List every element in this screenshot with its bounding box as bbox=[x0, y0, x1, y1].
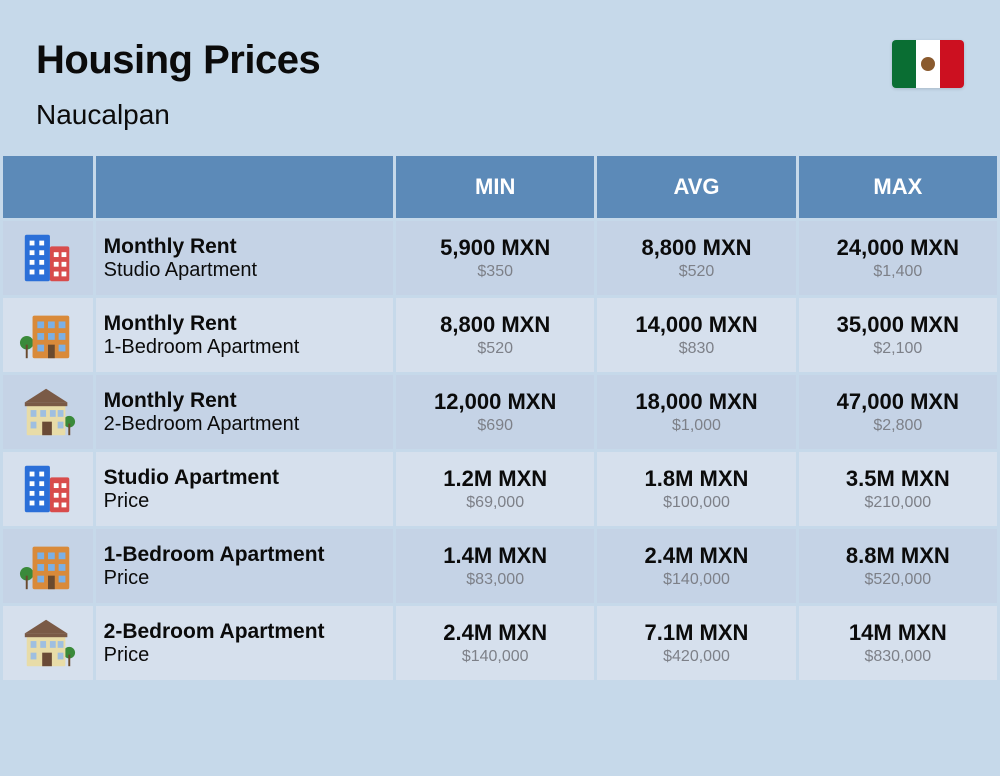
cell-max-sub: $520,000 bbox=[807, 571, 989, 589]
cell-max: 47,000 MXN $2,800 bbox=[799, 375, 997, 449]
cell-min-main: 1.4M MXN bbox=[404, 543, 586, 569]
cell-max: 24,000 MXN $1,400 bbox=[799, 221, 997, 295]
cell-min-sub: $690 bbox=[404, 417, 586, 435]
table-header-row: MIN AVG MAX bbox=[3, 156, 997, 218]
cell-max-sub: $830,000 bbox=[807, 648, 989, 666]
cell-min: 12,000 MXN $690 bbox=[396, 375, 594, 449]
table-row: Monthly Rent2-Bedroom Apartment12,000 MX… bbox=[3, 375, 997, 449]
cell-max-main: 14M MXN bbox=[807, 620, 989, 646]
row-label: Studio ApartmentPrice bbox=[96, 452, 393, 526]
th-min: MIN bbox=[396, 156, 594, 218]
cell-avg: 18,000 MXN $1,000 bbox=[597, 375, 795, 449]
row-label: Monthly Rent1-Bedroom Apartment bbox=[96, 298, 393, 372]
housing-prices-table: MIN AVG MAX Monthly RentStudio Apartment… bbox=[0, 153, 1000, 683]
row-subtitle: Price bbox=[104, 567, 385, 590]
cell-max-main: 3.5M MXN bbox=[807, 466, 989, 492]
cell-max: 35,000 MXN $2,100 bbox=[799, 298, 997, 372]
cell-avg-sub: $520 bbox=[605, 263, 787, 281]
cell-avg: 1.8M MXN $100,000 bbox=[597, 452, 795, 526]
table-row: Monthly Rent1-Bedroom Apartment8,800 MXN… bbox=[3, 298, 997, 372]
th-avg: AVG bbox=[597, 156, 795, 218]
one-bedroom-building-icon bbox=[3, 298, 93, 372]
cell-avg: 7.1M MXN $420,000 bbox=[597, 606, 795, 680]
cell-avg-main: 7.1M MXN bbox=[605, 620, 787, 646]
table-row: 2-Bedroom ApartmentPrice 2.4M MXN $140,000… bbox=[3, 606, 997, 680]
cell-max-sub: $1,400 bbox=[807, 263, 989, 281]
cell-avg: 2.4M MXN $140,000 bbox=[597, 529, 795, 603]
row-subtitle: Price bbox=[104, 644, 385, 667]
two-bedroom-house-icon bbox=[3, 375, 93, 449]
cell-min-sub: $83,000 bbox=[404, 571, 586, 589]
cell-avg-main: 1.8M MXN bbox=[605, 466, 787, 492]
cell-min: 5,900 MXN $350 bbox=[396, 221, 594, 295]
two-bedroom-house-icon bbox=[3, 606, 93, 680]
row-label: 2-Bedroom ApartmentPrice bbox=[96, 606, 393, 680]
table-row: 1-Bedroom ApartmentPrice 1.4M MXN $83,000 2… bbox=[3, 529, 997, 603]
row-label: Monthly RentStudio Apartment bbox=[96, 221, 393, 295]
row-subtitle: Price bbox=[104, 490, 385, 513]
cell-avg-sub: $1,000 bbox=[605, 417, 787, 435]
cell-max-sub: $2,800 bbox=[807, 417, 989, 435]
cell-avg-main: 14,000 MXN bbox=[605, 312, 787, 338]
mexico-flag-icon bbox=[892, 40, 964, 88]
cell-max-main: 35,000 MXN bbox=[807, 312, 989, 338]
cell-min-sub: $140,000 bbox=[404, 648, 586, 666]
cell-max: 3.5M MXN $210,000 bbox=[799, 452, 997, 526]
cell-max-main: 24,000 MXN bbox=[807, 235, 989, 261]
th-blank-label bbox=[96, 156, 393, 218]
one-bedroom-building-icon bbox=[3, 529, 93, 603]
page-subtitle: Naucalpan bbox=[36, 99, 964, 131]
cell-min: 1.2M MXN $69,000 bbox=[396, 452, 594, 526]
th-blank-icon bbox=[3, 156, 93, 218]
cell-avg-main: 2.4M MXN bbox=[605, 543, 787, 569]
row-subtitle: 2-Bedroom Apartment bbox=[104, 413, 385, 436]
table-row: Monthly RentStudio Apartment 5,900 MXN $35… bbox=[3, 221, 997, 295]
table-row: Studio ApartmentPrice 1.2M MXN $69,000 1.8M… bbox=[3, 452, 997, 526]
cell-min-main: 8,800 MXN bbox=[404, 312, 586, 338]
row-title: 2-Bedroom Apartment bbox=[104, 620, 385, 644]
cell-avg-sub: $100,000 bbox=[605, 494, 787, 512]
row-title: Monthly Rent bbox=[104, 389, 385, 413]
cell-avg: 8,800 MXN $520 bbox=[597, 221, 795, 295]
cell-min: 8,800 MXN $520 bbox=[396, 298, 594, 372]
cell-max-sub: $210,000 bbox=[807, 494, 989, 512]
cell-min: 1.4M MXN $83,000 bbox=[396, 529, 594, 603]
cell-min-main: 2.4M MXN bbox=[404, 620, 586, 646]
studio-building-icon bbox=[3, 221, 93, 295]
cell-max-main: 47,000 MXN bbox=[807, 389, 989, 415]
cell-avg-main: 8,800 MXN bbox=[605, 235, 787, 261]
studio-building-icon bbox=[3, 452, 93, 526]
cell-avg: 14,000 MXN $830 bbox=[597, 298, 795, 372]
cell-min-sub: $69,000 bbox=[404, 494, 586, 512]
cell-avg-sub: $830 bbox=[605, 340, 787, 358]
row-label: Monthly Rent2-Bedroom Apartment bbox=[96, 375, 393, 449]
row-label: 1-Bedroom ApartmentPrice bbox=[96, 529, 393, 603]
cell-min-sub: $350 bbox=[404, 263, 586, 281]
row-title: Studio Apartment bbox=[104, 466, 385, 490]
row-title: Monthly Rent bbox=[104, 312, 385, 336]
cell-max-sub: $2,100 bbox=[807, 340, 989, 358]
th-max: MAX bbox=[799, 156, 997, 218]
cell-max-main: 8.8M MXN bbox=[807, 543, 989, 569]
cell-max: 8.8M MXN $520,000 bbox=[799, 529, 997, 603]
cell-min-main: 12,000 MXN bbox=[404, 389, 586, 415]
cell-max: 14M MXN $830,000 bbox=[799, 606, 997, 680]
row-title: Monthly Rent bbox=[104, 235, 385, 259]
row-title: 1-Bedroom Apartment bbox=[104, 543, 385, 567]
cell-min-main: 1.2M MXN bbox=[404, 466, 586, 492]
cell-avg-sub: $420,000 bbox=[605, 648, 787, 666]
cell-min: 2.4M MXN $140,000 bbox=[396, 606, 594, 680]
cell-min-main: 5,900 MXN bbox=[404, 235, 586, 261]
row-subtitle: 1-Bedroom Apartment bbox=[104, 336, 385, 359]
cell-avg-main: 18,000 MXN bbox=[605, 389, 787, 415]
row-subtitle: Studio Apartment bbox=[104, 259, 385, 282]
cell-avg-sub: $140,000 bbox=[605, 571, 787, 589]
header: Housing Prices Naucalpan bbox=[0, 0, 1000, 153]
cell-min-sub: $520 bbox=[404, 340, 586, 358]
page-title: Housing Prices bbox=[36, 38, 964, 83]
